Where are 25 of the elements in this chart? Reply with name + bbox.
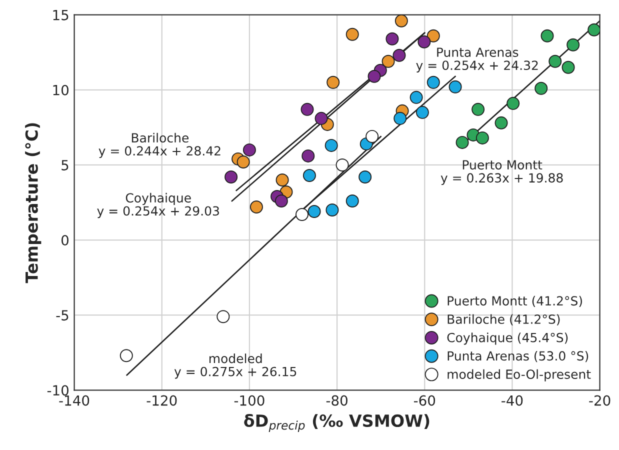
legend-label: Puerto Montt (41.2°S)	[448, 296, 582, 308]
annotation: Coyhaique y = 0.254x + 29.03	[97, 192, 219, 218]
x-tick-label: -140	[59, 395, 90, 406]
x-tick-label: -120	[146, 395, 177, 406]
y-tick-label: 5	[62, 160, 68, 170]
legend-label: Punta Arenas (53.0 °S)	[448, 350, 588, 362]
x-tick-label: -60	[414, 395, 436, 406]
y-tick-label: 10	[53, 84, 68, 96]
y-tick-label: -5	[56, 310, 68, 321]
y-tick-label: 0	[62, 235, 68, 246]
annotation: Puerto Montt y = 0.263x + 19.88	[440, 160, 563, 186]
y-axis-title: Temperature (°C)	[25, 123, 42, 284]
x-tick-label: -40	[502, 395, 523, 406]
annotation: Punta Arenas y = 0.254x + 24.32	[416, 48, 538, 72]
legend-label: Coyhaique (45.4°S)	[447, 332, 568, 345]
legend-label: modeled Eo-Ol-present	[448, 369, 591, 382]
y-tick-label: -10	[47, 385, 68, 396]
x-tick-label: -20	[589, 395, 610, 406]
x-axis-title: δD$_{precip}$ (‰ VSMOW)	[244, 414, 430, 432]
x-tick-label: -100	[234, 395, 264, 406]
legend-label: Bariloche (41.2°S)	[448, 314, 560, 326]
annotation: Bariloche y = 0.244x + 28.42	[98, 132, 220, 158]
y-tick-label: 15	[53, 10, 68, 20]
annotation: modeled y = 0.275x + 26.15	[174, 354, 296, 379]
x-tick-label: -80	[326, 395, 348, 406]
